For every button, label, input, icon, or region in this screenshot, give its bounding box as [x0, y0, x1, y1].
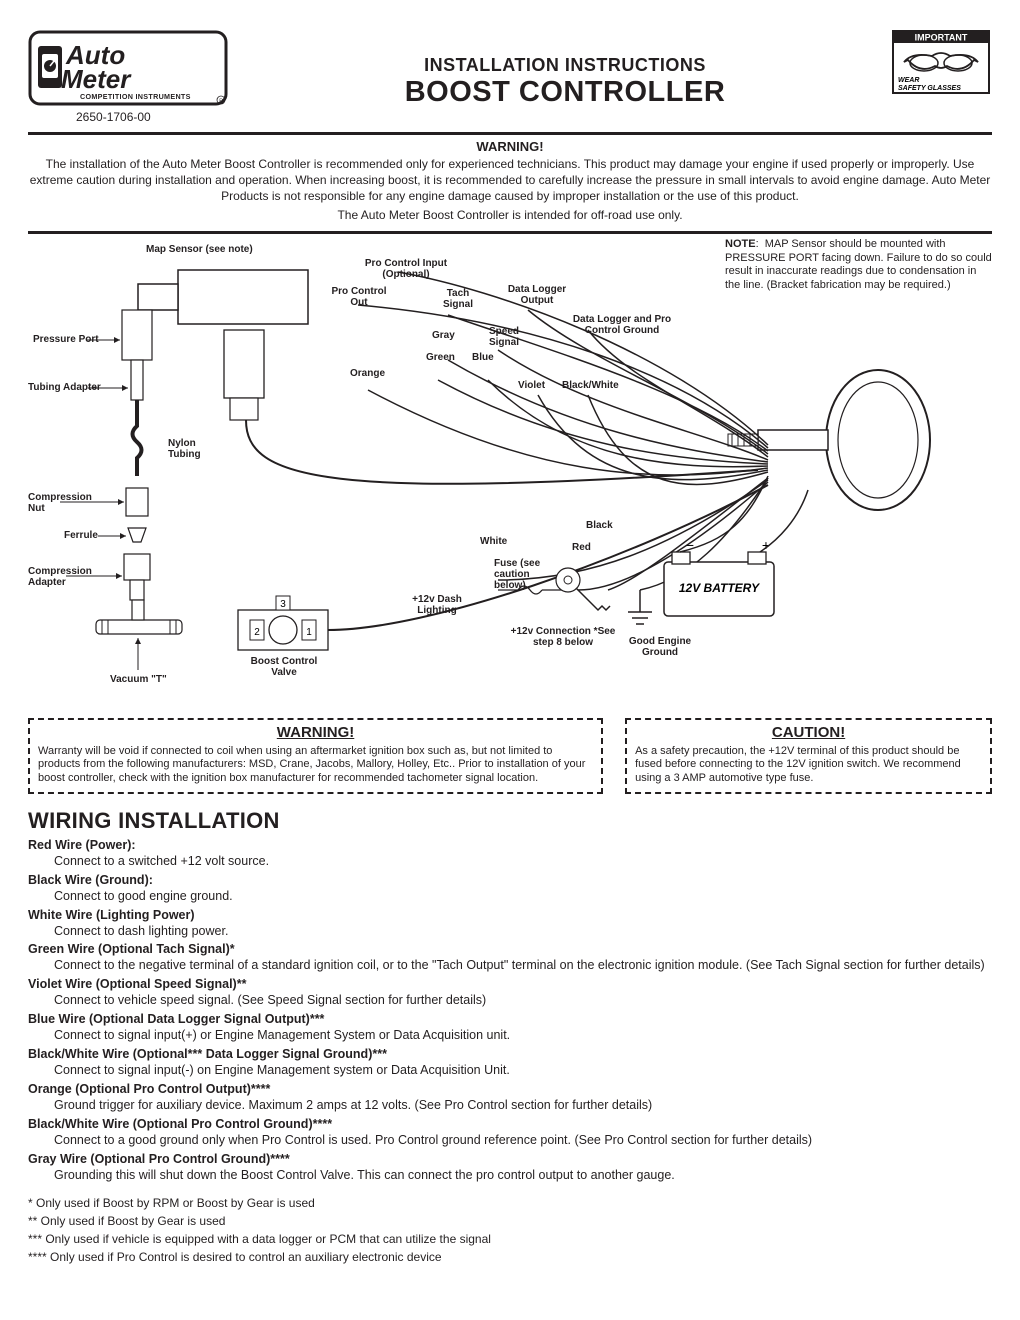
- wire-desc: Connect to dash lighting power.: [54, 923, 992, 940]
- svg-text:R: R: [219, 99, 223, 105]
- warning-2-title: WARNING!: [38, 724, 593, 743]
- wire-name: Black Wire (Ground):: [28, 873, 153, 887]
- wire-item: Orange (Optional Pro Control Output)****…: [28, 1082, 992, 1114]
- svg-text:SAFETY GLASSES: SAFETY GLASSES: [898, 85, 961, 92]
- wire-name: Orange (Optional Pro Control Output)****: [28, 1082, 270, 1096]
- wire-name: Black/White Wire (Optional Pro Control G…: [28, 1117, 332, 1131]
- wire-item: Green Wire (Optional Tach Signal)*Connec…: [28, 942, 992, 974]
- lbl-orange: Orange: [350, 368, 385, 379]
- wire-name: Blue Wire (Optional Data Logger Signal O…: [28, 1012, 324, 1026]
- title-block: INSTALLATION INSTRUCTIONS BOOST CONTROLL…: [238, 30, 892, 109]
- wire-item: Black/White Wire (Optional Pro Control G…: [28, 1117, 992, 1149]
- subtitle: INSTALLATION INSTRUCTIONS: [238, 55, 892, 76]
- wire-desc: Connect to signal input(-) on Engine Man…: [54, 1062, 992, 1079]
- caution-body: As a safety precaution, the +12V termina…: [635, 745, 982, 786]
- svg-text:IMPORTANT: IMPORTANT: [915, 33, 968, 43]
- lbl-black: Black: [586, 520, 613, 531]
- part-number: 2650-1706-00: [76, 110, 238, 124]
- footnote: *** Only used if vehicle is equipped wit…: [28, 1230, 992, 1248]
- warning-1-body: The installation of the Auto Meter Boost…: [28, 156, 992, 205]
- lbl-boost-valve: Boost Control Valve: [244, 656, 324, 678]
- lbl-vacuum-t: Vacuum "T": [110, 674, 167, 685]
- wire-name: Red Wire (Power):: [28, 838, 136, 852]
- lbl-ferrule: Ferrule: [64, 530, 98, 541]
- lbl-white: White: [480, 536, 507, 547]
- warning-2-box: WARNING! Warranty will be void if connec…: [28, 718, 603, 794]
- main-title: BOOST CONTROLLER: [238, 76, 892, 109]
- lbl-dlog-gnd: Data Logger and Pro Control Ground: [572, 314, 672, 336]
- divider-1: [28, 132, 992, 135]
- logo-block: Auto Meter COMPETITION INSTRUMENTS R 265…: [28, 30, 238, 124]
- wire-item: Red Wire (Power):Connect to a switched +…: [28, 838, 992, 870]
- lbl-dashlight: +12v Dash Lighting: [412, 594, 462, 616]
- wire-item: White Wire (Lighting Power)Connect to da…: [28, 908, 992, 940]
- wire-name: Violet Wire (Optional Speed Signal)**: [28, 977, 246, 991]
- lbl-speed: Speed Signal: [482, 326, 526, 348]
- caution-title: CAUTION!: [635, 724, 982, 743]
- footnote: * Only used if Boost by RPM or Boost by …: [28, 1194, 992, 1212]
- header: Auto Meter COMPETITION INSTRUMENTS R 265…: [28, 30, 992, 124]
- footnotes: * Only used if Boost by RPM or Boost by …: [28, 1194, 992, 1266]
- wire-item: Violet Wire (Optional Speed Signal)**Con…: [28, 977, 992, 1009]
- autometer-logo: Auto Meter COMPETITION INSTRUMENTS R: [28, 30, 228, 108]
- wiring-list: Red Wire (Power):Connect to a switched +…: [28, 838, 992, 1184]
- note-text: MAP Sensor should be mounted with PRESSU…: [725, 238, 992, 291]
- wire-name: Gray Wire (Optional Pro Control Ground)*…: [28, 1152, 290, 1166]
- divider-2: [28, 231, 992, 234]
- dashed-row: WARNING! Warranty will be void if connec…: [28, 718, 992, 794]
- lbl-dlog-out: Data Logger Output: [500, 284, 574, 306]
- warning-1-title: WARNING!: [28, 139, 992, 154]
- svg-text:12V BATTERY: 12V BATTERY: [679, 581, 760, 595]
- note-label: NOTE: [725, 238, 756, 250]
- lbl-pressure-port: Pressure Port: [33, 334, 99, 345]
- svg-text:2: 2: [254, 627, 260, 638]
- lbl-gray: Gray: [432, 330, 455, 341]
- lbl-fuse: Fuse (see caution below): [494, 558, 542, 591]
- lbl-green: Green: [426, 352, 455, 363]
- warning-1-body2: The Auto Meter Boost Controller is inten…: [28, 207, 992, 223]
- lbl-red: Red: [572, 542, 591, 553]
- wire-desc: Grounding this will shut down the Boost …: [54, 1167, 992, 1184]
- lbl-gnd: Good Engine Ground: [620, 636, 700, 658]
- lbl-pro-input: Pro Control Input (Optional): [356, 258, 456, 280]
- safety-glasses-badge: IMPORTANT WEAR SAFETY GLASSES: [892, 30, 992, 99]
- wire-item: Black Wire (Ground):Connect to good engi…: [28, 873, 992, 905]
- lbl-12v-conn: +12v Connection *See step 8 below: [508, 626, 618, 648]
- lbl-pro-out: Pro Control Out: [324, 286, 394, 308]
- svg-text:3: 3: [280, 599, 286, 610]
- lbl-comp-adapter: Compression Adapter: [28, 566, 102, 588]
- svg-text:WEAR: WEAR: [898, 77, 919, 84]
- wiring-title: WIRING INSTALLATION: [28, 808, 992, 834]
- wire-desc: Connect to a switched +12 volt source.: [54, 853, 992, 870]
- svg-text:1: 1: [306, 627, 312, 638]
- lbl-comp-nut: Compression Nut: [28, 492, 98, 514]
- wire-name: White Wire (Lighting Power): [28, 908, 195, 922]
- lbl-blackwhite: Black/White: [562, 380, 619, 391]
- wire-name: Green Wire (Optional Tach Signal)*: [28, 942, 235, 956]
- lbl-map-sensor: Map Sensor (see note): [146, 244, 253, 255]
- wire-item: Blue Wire (Optional Data Logger Signal O…: [28, 1012, 992, 1044]
- wire-item: Gray Wire (Optional Pro Control Ground)*…: [28, 1152, 992, 1184]
- wire-name: Black/White Wire (Optional*** Data Logge…: [28, 1047, 387, 1061]
- map-note: NOTE: MAP Sensor should be mounted with …: [725, 238, 992, 293]
- svg-text:Meter: Meter: [61, 64, 132, 94]
- lbl-blue: Blue: [472, 352, 494, 363]
- lbl-violet: Violet: [518, 380, 545, 391]
- lbl-tubing-adapter: Tubing Adapter: [28, 382, 101, 393]
- svg-text:COMPETITION INSTRUMENTS: COMPETITION INSTRUMENTS: [80, 92, 191, 101]
- wiring-diagram: NOTE: MAP Sensor should be mounted with …: [28, 240, 992, 712]
- lbl-tach: Tach Signal: [436, 288, 480, 310]
- wire-desc: Connect to a good ground only when Pro C…: [54, 1132, 992, 1149]
- wire-desc: Connect to signal input(+) or Engine Man…: [54, 1027, 992, 1044]
- wire-desc: Connect to vehicle speed signal. (See Sp…: [54, 992, 992, 1009]
- lbl-nylon-tubing: Nylon Tubing: [168, 438, 208, 460]
- footnote: ** Only used if Boost by Gear is used: [28, 1212, 992, 1230]
- wire-desc: Ground trigger for auxiliary device. Max…: [54, 1097, 992, 1114]
- wire-item: Black/White Wire (Optional*** Data Logge…: [28, 1047, 992, 1079]
- wire-desc: Connect to the negative terminal of a st…: [54, 957, 992, 974]
- wire-desc: Connect to good engine ground.: [54, 888, 992, 905]
- footnote: **** Only used if Pro Control is desired…: [28, 1248, 992, 1266]
- caution-box: CAUTION! As a safety precaution, the +12…: [625, 718, 992, 794]
- warning-2-body: Warranty will be void if connected to co…: [38, 745, 593, 786]
